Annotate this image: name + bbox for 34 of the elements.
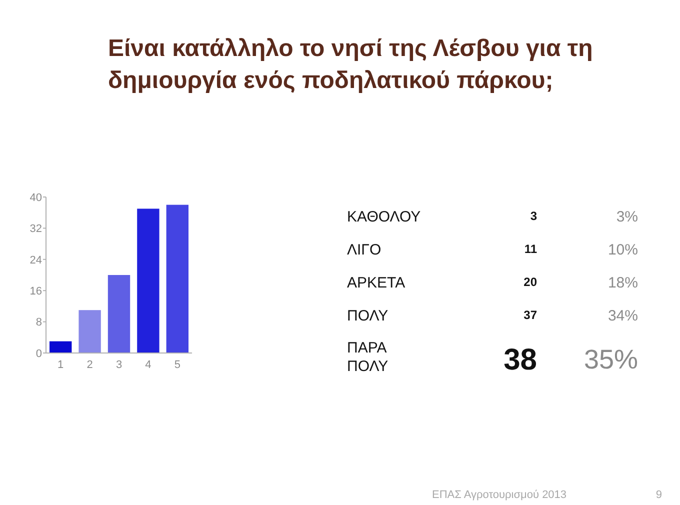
x-tick-label: 3 [116, 359, 122, 371]
bar [50, 341, 72, 353]
category-label: ΑΡΚΕΤΑ [347, 274, 406, 292]
data-label: 3 [530, 209, 538, 224]
text: 9 [656, 489, 662, 501]
y-tick-label: 8 [36, 316, 42, 329]
category-label: ΠΟΛΥ [347, 307, 388, 324]
bar [108, 275, 130, 353]
x-tick-label: 1 [58, 359, 64, 371]
y-tick-label: 16 [30, 285, 42, 298]
data-label: 10% [608, 241, 638, 258]
y-tick-label: 40 [30, 192, 42, 204]
data-label: 38 [504, 344, 537, 376]
data-label: 35% [584, 344, 638, 374]
data-label: 20 [524, 275, 538, 290]
y-tick-label: 24 [30, 254, 42, 266]
x-tick-label: 2 [86, 359, 93, 371]
category-label: ΚΑΘΟΛΟΥ [347, 208, 421, 226]
data-label: 18% [608, 274, 638, 292]
text: Είναι κατάλληλο το νησί της Λέσβου για τη δημιουργία ενός ποδηλατικού πάρκου; [108, 35, 593, 94]
category-label: ΠΑΡΑ ΠΟΛΥ [347, 339, 388, 375]
x-tick-label: 5 [174, 359, 180, 371]
x-tick-label: 4 [145, 359, 152, 371]
data-label: 34% [608, 307, 638, 324]
bar [78, 310, 101, 353]
bar [137, 208, 160, 353]
data-label: 3% [616, 208, 638, 226]
y-tick-label: 0 [36, 348, 42, 360]
category-label: ΛΙΓΟ [347, 241, 382, 258]
data-label: 11 [524, 242, 538, 256]
data-label: 37 [524, 308, 538, 322]
text: ΕΠΑΣ Αγροτουρισμού 2013 [432, 489, 567, 501]
y-tick-label: 32 [30, 223, 42, 236]
bar [166, 204, 188, 353]
